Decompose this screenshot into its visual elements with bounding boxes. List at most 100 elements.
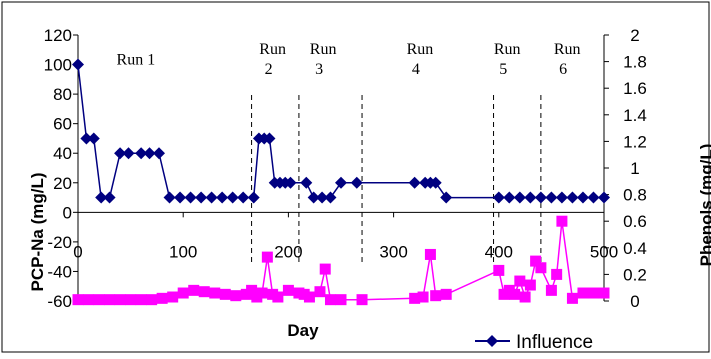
x-tick-label: 200 — [274, 242, 302, 261]
series-phenols-point — [493, 264, 505, 276]
series-influence-point — [284, 176, 297, 189]
series-phenols-point — [430, 290, 442, 302]
series-influence-point — [237, 191, 250, 204]
legend-label-influence: Influence — [516, 332, 593, 353]
series-influence-point — [316, 191, 329, 204]
series-phenols-point — [514, 275, 526, 287]
series-phenols-point — [246, 284, 258, 296]
series-influence-point — [95, 191, 108, 204]
series-influence-point — [408, 176, 421, 189]
y-left-tick-label: 60 — [53, 115, 72, 134]
series-phenols-point — [282, 284, 294, 296]
series-phenols-point — [83, 294, 95, 306]
y-axis-left-title: PCP-Na (mg/L) — [28, 173, 47, 292]
x-axis-title: Day — [287, 321, 319, 340]
series-influence-point — [513, 191, 526, 204]
y-left-tick-label: 80 — [53, 85, 72, 104]
x-tick-label: 400 — [485, 242, 513, 261]
series-phenols-point — [104, 294, 116, 306]
series-phenols-point — [335, 294, 347, 306]
run-label: Run — [259, 41, 286, 58]
series-phenols-point — [198, 286, 210, 298]
series-influence-point — [300, 176, 313, 189]
run-label: Run — [494, 41, 521, 58]
series-phenols-point — [356, 294, 368, 306]
series-influence-point — [545, 191, 558, 204]
series-phenols-point — [114, 294, 126, 306]
series-influence-point — [226, 191, 239, 204]
y-left-tick-label: 120 — [44, 26, 72, 45]
y-left-tick-label: 0 — [63, 203, 72, 222]
series-influence-point — [80, 132, 93, 145]
x-tick-label: 100 — [169, 242, 197, 261]
series-phenols-point — [524, 279, 536, 291]
run-markers-group: Run 1 Run 2 Run 3 Run 4 Run 5 Run 6 — [117, 41, 581, 265]
series-phenols-point — [125, 294, 137, 306]
series-influence-point — [195, 191, 208, 204]
y-right-tick-label: 0.4 — [623, 239, 647, 258]
series-influence-point — [205, 191, 218, 204]
series-phenols-point — [545, 284, 557, 296]
x-tick-label: 0 — [73, 242, 82, 261]
y-right-tick-label: 1 — [630, 159, 639, 178]
run-label-number: 5 — [499, 61, 507, 78]
series-phenols-point — [440, 288, 452, 300]
series-influence-point — [174, 191, 187, 204]
y-left-tick-label: 100 — [44, 56, 72, 75]
series-phenols-point — [577, 287, 589, 299]
series-phenols-point — [417, 291, 429, 303]
series-group — [72, 58, 610, 306]
series-phenols-point — [156, 292, 168, 304]
series-influence-point — [72, 58, 84, 71]
y-left-tick-label: -20 — [47, 233, 72, 252]
series-phenols-point — [587, 287, 599, 299]
series-influence-point — [307, 191, 320, 204]
series-influence-point — [534, 191, 547, 204]
legend: Influence — [475, 332, 593, 353]
series-phenols-point — [256, 287, 268, 299]
series-influence-point — [184, 191, 197, 204]
series-phenols-point — [314, 286, 326, 298]
series-influence-point — [566, 191, 579, 204]
y-right-tick-label: 1.8 — [623, 53, 647, 72]
series-phenols-point — [324, 294, 336, 306]
run-label: Run — [310, 41, 337, 58]
series-influence-point — [576, 191, 589, 204]
series-influence-point — [153, 147, 166, 160]
run-label: Run — [407, 41, 434, 58]
series-influence-point — [135, 147, 148, 160]
y-right-tick-label: 0.2 — [623, 265, 647, 284]
series-phenols-point — [272, 291, 284, 303]
series-phenols-point — [319, 263, 331, 275]
run-label: Run — [554, 41, 581, 58]
series-influence-point — [524, 191, 537, 204]
run-label: Run 1 — [117, 52, 156, 69]
series-phenols-point — [535, 262, 547, 274]
series-influence-point — [503, 191, 516, 204]
run-label-number: 3 — [315, 61, 323, 78]
series-phenols-point — [551, 268, 563, 280]
series-influence-point — [587, 191, 600, 204]
series-phenols-point — [146, 294, 158, 306]
series-influence-point — [598, 191, 610, 204]
series-influence-point — [324, 191, 337, 204]
y-left-tick-label: 20 — [53, 174, 72, 193]
y-right-tick-label: 2 — [630, 26, 639, 45]
series-influence-point — [247, 191, 260, 204]
series-phenols-point — [177, 287, 189, 299]
y-left-tick-label: 40 — [53, 144, 72, 163]
series-phenols-point — [230, 290, 242, 302]
series-influence-point — [440, 191, 453, 204]
series-phenols-point — [261, 251, 273, 263]
series-phenols-point — [509, 288, 521, 300]
series-influence-point — [429, 176, 442, 189]
series-phenols-point — [303, 291, 315, 303]
series-influence-point — [335, 176, 347, 189]
series-phenols-point — [598, 287, 610, 299]
y-right-tick-label: 0.8 — [623, 186, 647, 205]
series-influence-point — [263, 132, 276, 145]
y-left-tick-label: -60 — [47, 292, 72, 311]
series-phenols-point — [72, 294, 84, 306]
series-phenols-point — [566, 292, 578, 304]
